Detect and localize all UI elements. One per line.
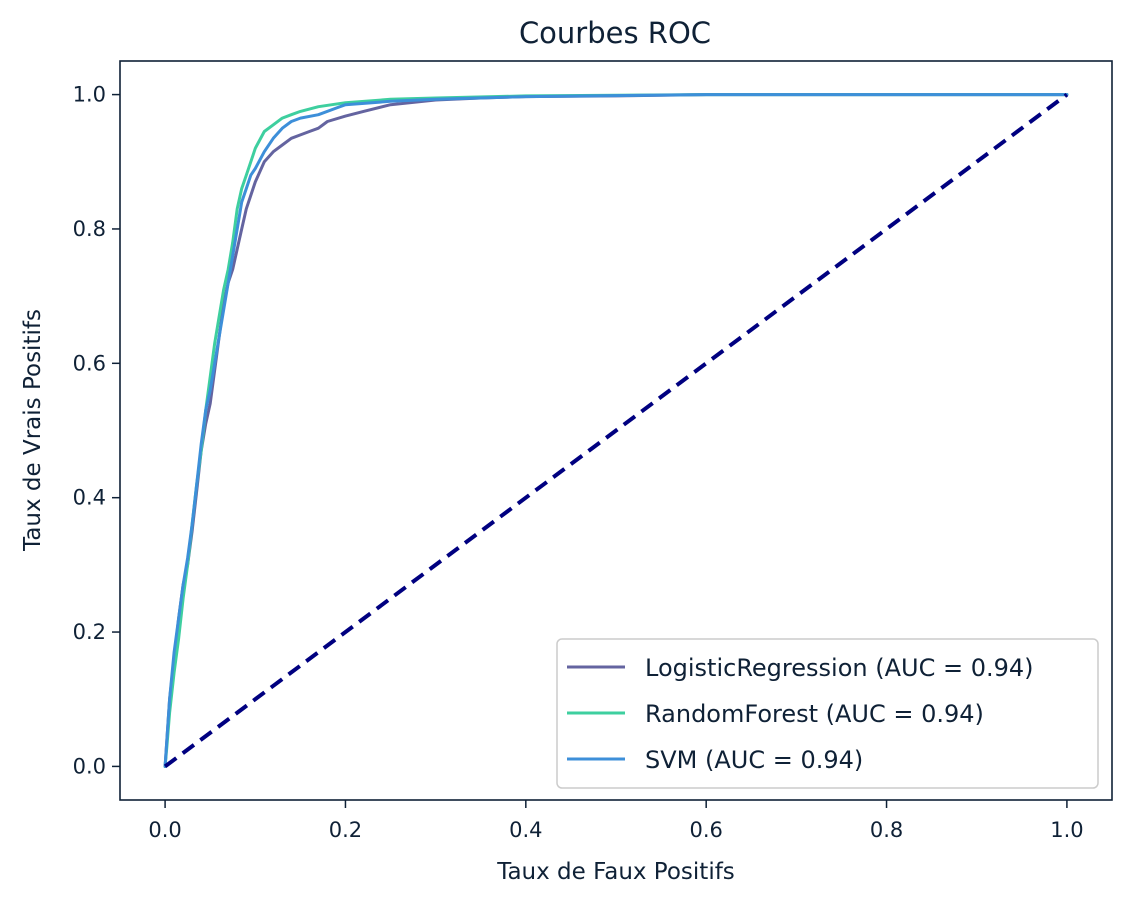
y-tick-label: 0.2 (73, 620, 106, 644)
legend-entry-label: RandomForest (AUC = 0.94) (645, 700, 984, 728)
legend: LogisticRegression (AUC = 0.94) RandomFor… (556, 638, 1099, 789)
series-line-2 (163, 93, 1069, 768)
y-tick-label: 0.0 (73, 754, 106, 778)
y-tick-label: 0.8 (73, 217, 106, 241)
y-tick-label: 0.6 (73, 351, 106, 375)
y-axis-label: Taux de Vrais Positifs (20, 309, 46, 552)
x-tick-label: 0.2 (329, 818, 362, 842)
x-tick-label: 0.8 (870, 818, 903, 842)
y-tick-label: 1.0 (73, 83, 106, 107)
axis-ticks: 0.0 0.2 0.4 0.6 0.8 1.0 0.0 0.2 0.4 0.6 0.8 1.0 (73, 83, 1084, 842)
reference-diagonal-line (163, 92, 1069, 769)
plot-area (163, 92, 1069, 769)
chart-title: Courbes ROC (519, 16, 711, 50)
x-tick-label: 0.4 (509, 818, 542, 842)
y-tick-label: 0.4 (73, 486, 106, 510)
legend-entry-label: LogisticRegression (AUC = 0.94) (645, 654, 1034, 682)
x-tick-label: 0.6 (689, 818, 722, 842)
x-tick-label: 0.0 (148, 818, 181, 842)
x-axis-label: Taux de Faux Positifs (496, 859, 735, 885)
axes-frame (119, 60, 1113, 801)
x-tick-label: 1.0 (1050, 818, 1083, 842)
legend-box (556, 638, 1099, 789)
legend-entry-label: SVM (AUC = 0.94) (645, 746, 863, 774)
